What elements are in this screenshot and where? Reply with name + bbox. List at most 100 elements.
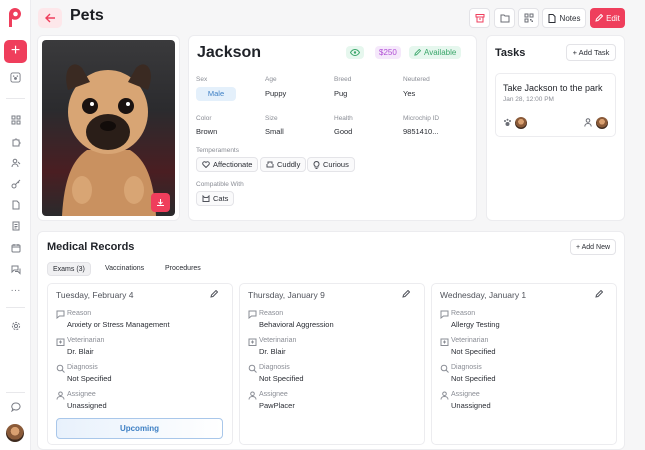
sidebar-divider — [6, 98, 25, 99]
temperament-label: Cuddly — [277, 160, 301, 169]
grid-icon[interactable] — [8, 112, 23, 127]
puzzle-icon[interactable] — [8, 134, 23, 149]
folder-icon — [500, 14, 509, 23]
archive-icon — [475, 14, 484, 23]
edit-label: Edit — [606, 13, 620, 23]
user-icon — [248, 391, 257, 400]
add-task-button[interactable]: + Add Task — [566, 44, 616, 61]
document-icon[interactable] — [8, 197, 23, 212]
microchip-value: 9851410... — [403, 127, 439, 136]
folder-button[interactable] — [494, 8, 515, 28]
pencil-icon — [595, 14, 604, 22]
record-vet-label: Veterinarian — [259, 337, 297, 344]
hospital-icon — [440, 338, 449, 346]
upcoming-button[interactable]: Upcoming — [56, 418, 223, 439]
status-badge: Available — [409, 46, 462, 59]
record-date: Wednesday, January 1 — [440, 290, 527, 300]
eye-icon — [350, 49, 360, 56]
sex-value: Male — [196, 87, 236, 101]
download-photo-button[interactable] — [151, 193, 170, 212]
temperament-label: Curious — [323, 160, 349, 169]
speech-bubble-icon — [248, 310, 257, 319]
record-vet-value: Dr. Blair — [259, 347, 286, 356]
page-title: Pets — [70, 7, 104, 24]
tab-vaccinations[interactable]: Vaccinations — [105, 265, 145, 272]
pet-name: Jackson — [197, 44, 262, 61]
health-value: Good — [334, 127, 353, 136]
message-icon[interactable] — [8, 399, 23, 414]
tasks-title: Tasks — [495, 47, 526, 59]
record-reason-value: Anxiety or Stress Management — [67, 320, 170, 329]
record-assignee-value: Unassigned — [67, 401, 107, 410]
pet-photo — [42, 40, 175, 216]
age-value: Puppy — [265, 89, 287, 98]
neutered-value: Yes — [403, 89, 416, 98]
user-icon — [584, 118, 592, 127]
paw-badge-icon[interactable] — [8, 70, 23, 85]
temperament-chip: Cuddly — [260, 157, 307, 172]
record-date: Tuesday, February 4 — [56, 290, 134, 300]
qr-button[interactable] — [518, 8, 539, 28]
temperament-label: Affectionate — [213, 160, 253, 169]
temperament-chip: Affectionate — [196, 157, 259, 172]
paw-icon — [504, 118, 511, 126]
calendar-icon[interactable] — [8, 240, 23, 255]
document-list-icon[interactable] — [8, 218, 23, 233]
more-icon[interactable]: ··· — [10, 285, 21, 296]
color-label: Color — [196, 115, 212, 122]
back-button[interactable] — [38, 8, 62, 28]
lightbulb-icon — [313, 160, 320, 169]
key-icon[interactable] — [8, 176, 23, 191]
record-vet-value: Dr. Blair — [67, 347, 94, 356]
task-title: Take Jackson to the park — [503, 83, 603, 93]
visibility-toggle[interactable] — [346, 46, 364, 59]
compatible-chip: Cats — [196, 191, 235, 206]
breed-value: Pug — [334, 89, 348, 98]
app-logo-icon[interactable] — [7, 8, 24, 28]
heart-icon — [202, 161, 210, 168]
magnifier-icon — [56, 364, 65, 373]
record-reason-value: Allergy Testing — [451, 320, 500, 329]
notes-button[interactable]: Notes — [542, 8, 586, 28]
pet-avatar — [515, 117, 527, 129]
pencil-icon — [414, 49, 421, 56]
speech-bubble-icon — [440, 310, 449, 319]
couch-icon — [266, 161, 274, 168]
note-icon — [548, 13, 556, 23]
record-reason-label: Reason — [67, 310, 92, 317]
compatible-label: Compatible With — [196, 181, 244, 188]
size-label: Size — [265, 115, 278, 122]
record-reason-value: Behavioral Aggression — [259, 320, 334, 329]
status-label: Available — [424, 48, 457, 57]
pencil-icon[interactable] — [210, 290, 218, 298]
pencil-icon[interactable] — [595, 290, 603, 298]
record-diagnosis-value: Not Specified — [451, 374, 496, 383]
users-icon[interactable] — [8, 155, 23, 170]
user-avatar[interactable] — [6, 424, 24, 442]
price-badge: $250 — [375, 46, 401, 59]
record-date: Thursday, January 9 — [248, 290, 325, 300]
add-new-button[interactable]: + Add New — [570, 239, 616, 255]
compatible-label-text: Cats — [213, 194, 229, 203]
notes-label: Notes — [559, 13, 581, 23]
tab-exams[interactable]: Exams (3) — [47, 262, 91, 276]
sidebar-divider — [6, 307, 25, 308]
archive-button[interactable] — [469, 8, 490, 28]
record-diagnosis-value: Not Specified — [67, 374, 112, 383]
exam-record-card[interactable] — [431, 283, 617, 445]
color-value: Brown — [196, 127, 218, 136]
sex-label: Sex — [196, 76, 208, 83]
pencil-icon[interactable] — [402, 290, 410, 298]
exam-record-card[interactable] — [239, 283, 425, 445]
temperament-chip: Curious — [307, 157, 355, 172]
gear-icon[interactable] — [8, 318, 23, 333]
size-value: Small — [265, 127, 284, 136]
pet-info-card — [188, 35, 477, 221]
chat-icon[interactable] — [8, 262, 23, 277]
record-assignee-value: Unassigned — [451, 401, 491, 410]
plus-icon[interactable]: + — [4, 40, 27, 63]
tab-procedures[interactable]: Procedures — [165, 265, 201, 272]
edit-button[interactable]: Edit — [590, 8, 625, 28]
user-icon — [56, 391, 65, 400]
record-diagnosis-label: Diagnosis — [259, 364, 290, 371]
